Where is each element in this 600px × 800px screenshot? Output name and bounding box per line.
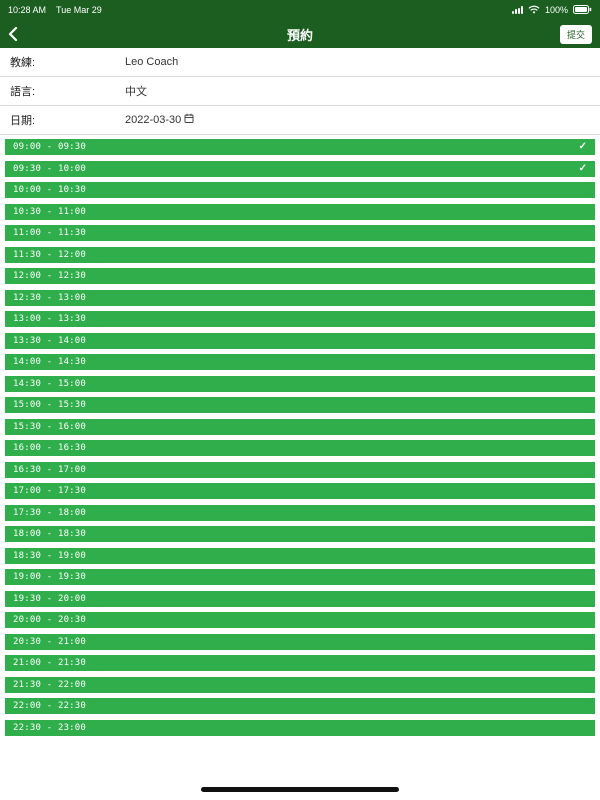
time-slot[interactable]: 20:00 - 20:30 ✓: [5, 612, 595, 628]
slot-label: 14:30 - 15:00: [13, 378, 87, 389]
time-slot[interactable]: 17:00 - 17:30 ✓: [5, 483, 595, 499]
time-slot[interactable]: 18:30 - 19:00 ✓: [5, 547, 595, 564]
time-slot[interactable]: 14:00 - 14:30 ✓: [5, 354, 595, 370]
slot-label: 10:00 - 10:30: [13, 185, 87, 195]
time-slot[interactable]: 22:00 - 22:30 ✓: [5, 698, 595, 714]
slot-label: 11:00 - 11:30: [13, 228, 87, 238]
status-right: 100%: [511, 4, 592, 16]
time-slot[interactable]: 21:30 - 22:00 ✓: [5, 676, 595, 693]
slot-label: 13:00 - 13:30: [13, 314, 87, 324]
time-slot[interactable]: 18:00 - 18:30 ✓: [5, 526, 595, 542]
time-slot[interactable]: 21:00 - 21:30 ✓: [5, 655, 595, 671]
time-slot[interactable]: 09:00 - 09:30 ✓: [5, 139, 595, 155]
time-slot[interactable]: 10:00 - 10:30 ✓: [5, 182, 595, 198]
coach-row[interactable]: 教練: Leo Coach: [0, 48, 600, 77]
slot-label: 12:30 - 13:00: [13, 292, 87, 303]
signal-icon: [511, 6, 523, 14]
slot-label: 16:00 - 16:30: [13, 443, 87, 453]
slot-label: 19:30 - 20:00: [13, 593, 87, 604]
status-left: 10:28 AM Tue Mar 29: [8, 5, 102, 15]
slot-label: 19:00 - 19:30: [13, 572, 87, 582]
time-slot[interactable]: 15:30 - 16:00 ✓: [5, 418, 595, 435]
slot-label: 09:00 - 09:30: [13, 142, 87, 152]
time-slot[interactable]: 19:30 - 20:00 ✓: [5, 590, 595, 607]
slot-label: 12:00 - 12:30: [13, 271, 87, 281]
wifi-icon: [528, 4, 540, 16]
date-label: 日期:: [10, 115, 36, 127]
slot-label: 09:30 - 10:00: [13, 163, 87, 174]
slot-label: 17:00 - 17:30: [13, 486, 87, 496]
slot-label: 11:30 - 12:00: [13, 249, 87, 260]
time-slot[interactable]: 16:00 - 16:30 ✓: [5, 440, 595, 456]
slot-label: 15:30 - 16:00: [13, 421, 87, 432]
status-bar: 10:28 AM Tue Mar 29 100%: [0, 0, 600, 20]
slot-list: 09:00 - 09:30 ✓ 09:30 - 10:00 ✓ 10:00 - …: [0, 135, 600, 736]
time-slot[interactable]: 12:00 - 12:30 ✓: [5, 268, 595, 284]
slot-label: 15:00 - 15:30: [13, 400, 87, 410]
date-value: 2022-03-30: [125, 114, 182, 126]
slot-label: 10:30 - 11:00: [13, 206, 87, 217]
language-row[interactable]: 語言: 中文: [0, 77, 600, 106]
battery-percent: 100%: [544, 5, 568, 15]
time-slot[interactable]: 11:00 - 11:30 ✓: [5, 225, 595, 241]
slot-label: 17:30 - 18:00: [13, 507, 87, 518]
time-slot[interactable]: 13:00 - 13:30 ✓: [5, 311, 595, 327]
nav-bar: 預約 提交: [0, 20, 600, 48]
language-label: 語言:: [10, 86, 36, 98]
time-slot[interactable]: 10:30 - 11:00 ✓: [5, 203, 595, 220]
time-slot[interactable]: 19:00 - 19:30 ✓: [5, 569, 595, 585]
calendar-icon[interactable]: [184, 113, 194, 127]
slot-label: 16:30 - 17:00: [13, 464, 87, 475]
page-title: 預約: [286, 27, 313, 43]
time-slot[interactable]: 11:30 - 12:00 ✓: [5, 246, 595, 263]
battery-icon: [573, 4, 592, 16]
time-slot[interactable]: 12:30 - 13:00 ✓: [5, 289, 595, 306]
slot-label: 20:30 - 21:00: [13, 636, 87, 647]
slot-label: 22:00 - 22:30: [13, 701, 87, 711]
slot-label: 13:30 - 14:00: [13, 335, 87, 346]
time-slot[interactable]: 09:30 - 10:00 ✓: [5, 160, 595, 177]
time-slot[interactable]: 14:30 - 15:00 ✓: [5, 375, 595, 392]
slot-label: 20:00 - 20:30: [13, 615, 87, 625]
slot-label: 14:00 - 14:30: [13, 357, 87, 367]
time-slot[interactable]: 16:30 - 17:00 ✓: [5, 461, 595, 478]
slot-label: 18:00 - 18:30: [13, 529, 87, 539]
back-chevron-icon: [8, 27, 18, 41]
time-slot[interactable]: 17:30 - 18:00 ✓: [5, 504, 595, 521]
home-indicator[interactable]: [201, 787, 399, 792]
slot-label: 18:30 - 19:00: [13, 550, 87, 561]
time-slot[interactable]: 22:30 - 23:00 ✓: [5, 719, 595, 736]
coach-label: 教練:: [10, 57, 36, 69]
check-icon: ✓: [578, 141, 587, 152]
date-row[interactable]: 日期: 2022-03-30: [0, 106, 600, 135]
slot-label: 21:00 - 21:30: [13, 658, 87, 668]
language-value: 中文: [125, 86, 147, 98]
submit-button[interactable]: 提交: [559, 24, 592, 44]
check-icon: ✓: [578, 162, 587, 174]
slot-label: 22:30 - 23:00: [13, 722, 87, 733]
time-slot[interactable]: 15:00 - 15:30 ✓: [5, 397, 595, 413]
coach-value: Leo Coach: [125, 56, 179, 68]
slot-label: 21:30 - 22:00: [13, 679, 87, 690]
back-button[interactable]: [8, 27, 18, 41]
booking-form: 教練: Leo Coach 語言: 中文 日期: 2022-03-30: [0, 48, 600, 135]
status-date: Tue Mar 29: [56, 5, 102, 15]
status-time: 10:28 AM: [8, 5, 47, 15]
time-slot[interactable]: 20:30 - 21:00 ✓: [5, 633, 595, 650]
time-slot[interactable]: 13:30 - 14:00 ✓: [5, 332, 595, 349]
